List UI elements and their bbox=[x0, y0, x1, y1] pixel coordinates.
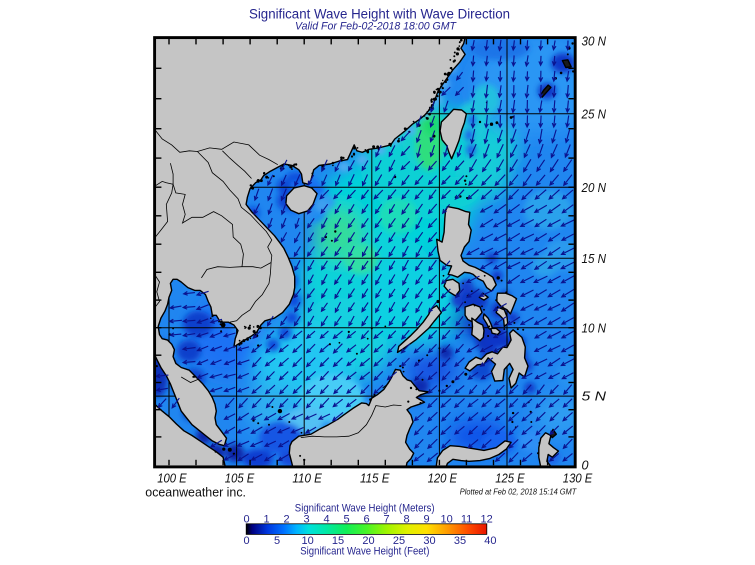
svg-text:130 E: 130 E bbox=[563, 472, 593, 486]
svg-text:0: 0 bbox=[244, 535, 250, 547]
svg-text:10: 10 bbox=[440, 514, 452, 526]
svg-text:Significant Wave Height with W: Significant Wave Height with Wave Direct… bbox=[249, 6, 510, 21]
svg-text:40: 40 bbox=[484, 535, 496, 547]
svg-text:2: 2 bbox=[284, 514, 290, 526]
svg-text:120 E: 120 E bbox=[428, 472, 458, 486]
svg-text:8: 8 bbox=[404, 514, 410, 526]
svg-text:25: 25 bbox=[393, 535, 405, 547]
svg-text:5: 5 bbox=[274, 535, 280, 547]
svg-text:1: 1 bbox=[264, 514, 270, 526]
svg-text:15 N: 15 N bbox=[582, 252, 607, 266]
svg-text:5 N: 5 N bbox=[582, 390, 608, 404]
svg-text:0: 0 bbox=[244, 514, 250, 526]
svg-text:Plotted at Feb 02, 2018 15:14: Plotted at Feb 02, 2018 15:14 GMT bbox=[460, 487, 577, 497]
svg-text:oceanweather inc.: oceanweather inc. bbox=[145, 485, 246, 500]
svg-text:110 E: 110 E bbox=[292, 472, 322, 486]
svg-text:105 E: 105 E bbox=[225, 472, 255, 486]
svg-text:100 E: 100 E bbox=[157, 472, 187, 486]
svg-text:Significant Wave Height (Meter: Significant Wave Height (Meters) bbox=[295, 503, 435, 515]
svg-text:15: 15 bbox=[332, 535, 344, 547]
svg-text:Valid For Feb-02-2018 18:00 GM: Valid For Feb-02-2018 18:00 GMT bbox=[295, 20, 457, 32]
svg-text:11: 11 bbox=[461, 514, 472, 526]
svg-text:115 E: 115 E bbox=[360, 472, 390, 486]
svg-text:20 N: 20 N bbox=[581, 181, 607, 195]
svg-text:10 N: 10 N bbox=[582, 321, 607, 335]
svg-text:25 N: 25 N bbox=[581, 107, 607, 121]
svg-text:9: 9 bbox=[424, 514, 430, 526]
svg-text:3: 3 bbox=[304, 514, 310, 526]
svg-text:30 N: 30 N bbox=[582, 35, 607, 49]
svg-text:35: 35 bbox=[454, 535, 466, 547]
svg-text:Significant Wave Height (Feet): Significant Wave Height (Feet) bbox=[300, 546, 429, 558]
svg-text:125 E: 125 E bbox=[495, 472, 525, 486]
svg-text:10: 10 bbox=[301, 535, 313, 547]
svg-text:20: 20 bbox=[362, 535, 374, 547]
svg-text:4: 4 bbox=[324, 514, 330, 526]
svg-text:5: 5 bbox=[344, 514, 350, 526]
svg-text:7: 7 bbox=[384, 514, 390, 526]
svg-text:12: 12 bbox=[480, 514, 492, 526]
svg-text:6: 6 bbox=[364, 514, 370, 526]
svg-text:0: 0 bbox=[582, 459, 589, 473]
svg-text:30: 30 bbox=[423, 535, 435, 547]
